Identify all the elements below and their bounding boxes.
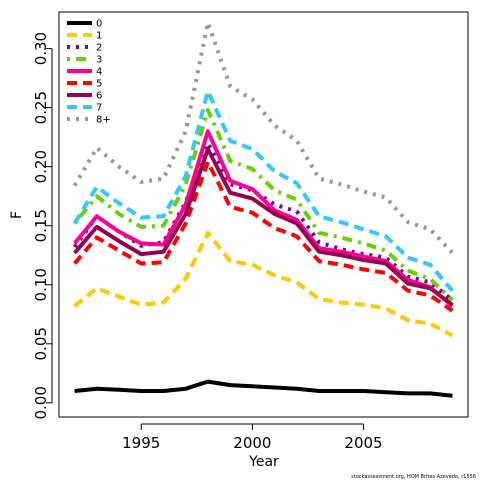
credit-note: stockassessment.org, HOM Brites Azevedo,… [351,474,476,480]
x-tick-label: 2000 [233,434,271,452]
plot-frame [58,11,469,418]
series-line-1 [73,230,454,338]
legend-label-6: 6 [96,91,102,102]
legend-label-3: 3 [96,55,102,66]
x-tick-label: 2005 [344,434,382,452]
y-tick-label: 0.05 [32,327,50,360]
x-axis: 1995 2000 2005 [122,423,383,452]
series-layer [72,20,454,398]
y-tick-label: 0.00 [32,386,50,419]
y-tick-label: 0.25 [32,91,50,124]
y-axis-title: F [9,211,25,219]
legend-label-8+: 8+ [96,115,111,126]
x-axis-title: Year [248,454,279,470]
series-line-0 [74,379,453,398]
legend-label-4: 4 [96,67,102,78]
series-line-8+ [72,20,454,255]
legend-label-0: 0 [96,19,102,30]
legend-label-7: 7 [96,103,102,114]
legend-label-1: 1 [96,31,102,42]
y-tick-label: 0.30 [32,32,50,65]
series-line-6 [73,147,454,307]
series-line-7 [72,89,454,292]
series-line-3 [73,108,454,302]
y-tick-label: 0.20 [32,150,50,183]
y-axis: 0.00 0.05 0.10 0.15 0.20 0.25 0.30 [32,32,53,420]
legend-label-5: 5 [96,79,102,90]
y-tick-label: 0.15 [32,209,50,242]
y-tick-label: 0.10 [32,268,50,301]
x-tick-label: 1995 [122,434,160,452]
series-line-5 [73,160,454,313]
legend-label-2: 2 [96,43,102,54]
